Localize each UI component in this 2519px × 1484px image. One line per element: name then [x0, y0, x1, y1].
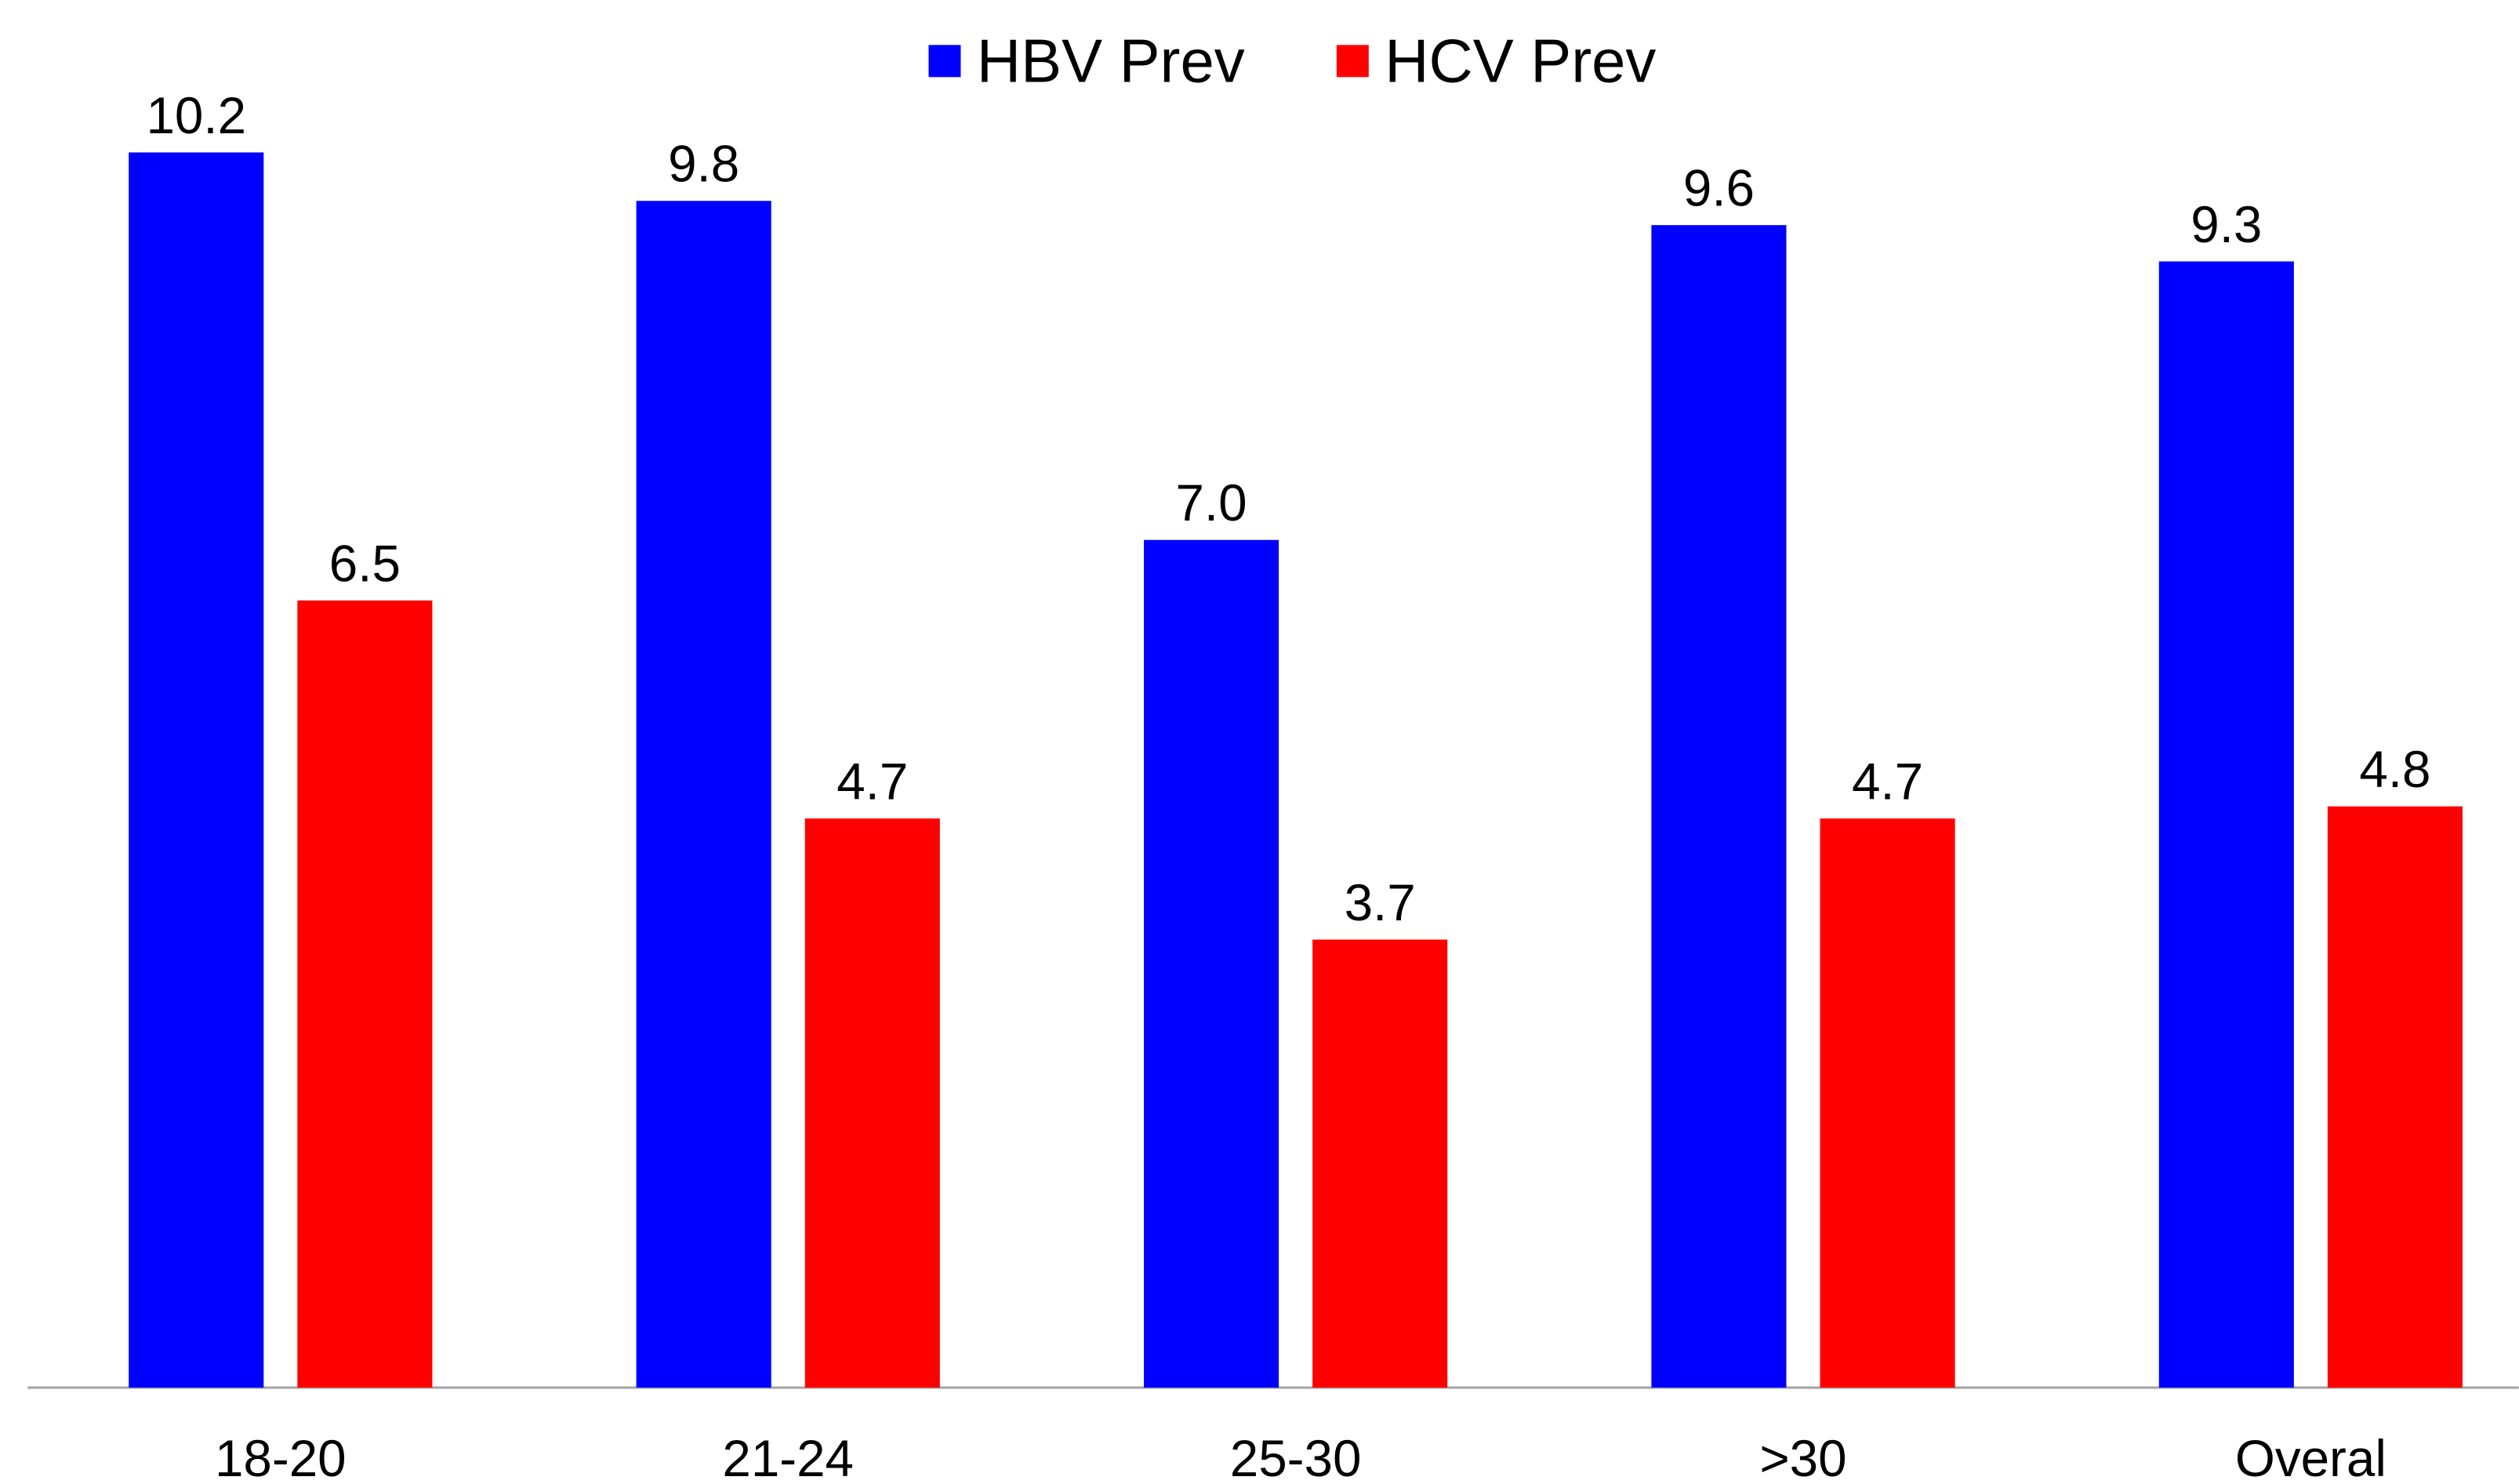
data-label: 4.7 [837, 753, 908, 810]
x-tick-label: >30 [1759, 1430, 1846, 1484]
x-tick-label: Overal [2235, 1430, 2387, 1484]
x-tick-label: 25-30 [1230, 1430, 1362, 1484]
bar [2327, 806, 2463, 1388]
legend-label: HBV Prev [977, 27, 1245, 95]
bar [129, 152, 264, 1388]
bar [1312, 939, 1448, 1388]
data-label: 6.5 [329, 535, 401, 592]
data-label: 4.7 [1852, 753, 1923, 810]
x-tick-label: 21-24 [722, 1430, 854, 1484]
bar [636, 201, 771, 1388]
data-label: 4.8 [2359, 741, 2430, 798]
data-label: 3.7 [1345, 874, 1416, 931]
bar [1651, 225, 1787, 1388]
data-label: 9.8 [668, 136, 739, 193]
data-label: 9.3 [2191, 196, 2262, 253]
legend-swatch [928, 45, 961, 78]
data-label: 7.0 [1175, 474, 1247, 532]
bar [297, 600, 433, 1388]
x-tick-label: 18-20 [215, 1430, 347, 1484]
bar [804, 818, 940, 1388]
legend-swatch [1336, 45, 1369, 78]
bar [1143, 539, 1279, 1388]
data-label: 9.6 [1683, 160, 1755, 217]
data-label: 10.2 [146, 87, 246, 144]
legend-label: HCV Prev [1385, 27, 1656, 95]
bar [2158, 261, 2294, 1388]
bar [1820, 818, 1955, 1388]
